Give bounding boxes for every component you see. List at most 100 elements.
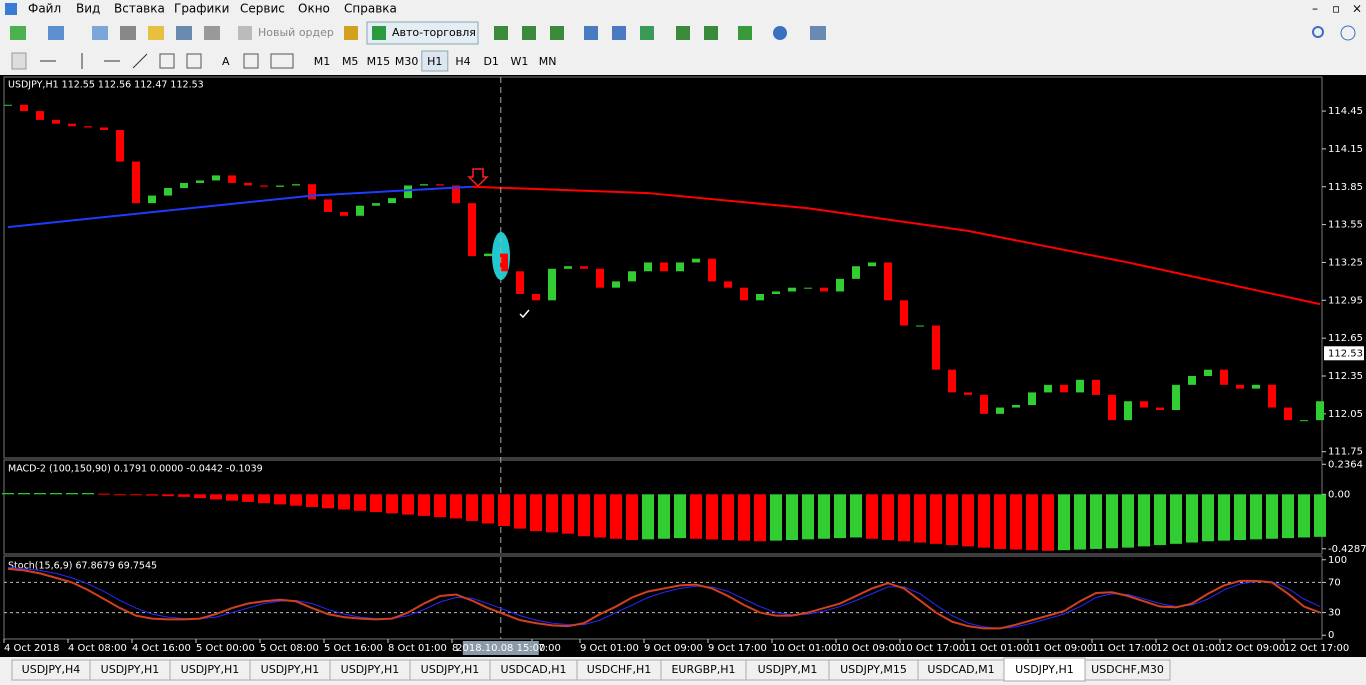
tab-label[interactable]: USDCHF,H1 [587, 663, 652, 676]
candle [100, 127, 108, 130]
candle [804, 287, 812, 289]
candle [292, 184, 300, 186]
icon[interactable] [10, 26, 26, 40]
menu-item[interactable]: Графики [174, 2, 229, 16]
tab-label[interactable]: USDJPY,M15 [840, 663, 907, 676]
candle [276, 185, 284, 187]
label-tool[interactable] [243, 53, 259, 69]
timeframe-button[interactable]: M1 [314, 55, 331, 68]
candle [1140, 401, 1148, 408]
tab-label[interactable]: USDJPY,H4 [22, 663, 81, 676]
y-tick-label: 30 [1328, 608, 1341, 619]
histogram-bar [1042, 494, 1054, 551]
tab-label[interactable]: USDCAD,M1 [927, 663, 994, 676]
histogram-bar [466, 494, 478, 521]
x-tick-label: 11 Oct 09:00 [1028, 643, 1093, 654]
histogram-bar [850, 494, 862, 538]
histogram-bar [482, 494, 494, 524]
close-check [519, 309, 530, 319]
candle [4, 104, 12, 106]
histogram-bar [1298, 494, 1310, 538]
chat-icon[interactable] [1340, 25, 1356, 41]
timeframe-button[interactable]: M30 [395, 55, 419, 68]
histogram-bar [1282, 494, 1294, 539]
icon[interactable] [612, 26, 626, 40]
new-order-button[interactable]: Новый ордер [258, 26, 334, 39]
icon[interactable] [344, 26, 358, 40]
icon[interactable] [676, 26, 690, 40]
text-tool[interactable]: A [222, 55, 230, 68]
main-panel [3, 76, 1323, 459]
timeframe-button[interactable]: H1 [427, 55, 442, 68]
icon[interactable] [522, 26, 536, 40]
icon[interactable] [48, 26, 64, 40]
tab-label[interactable]: USDJPY,H1 [101, 663, 160, 676]
x-tick-label: 9 Oct 01:00 [580, 643, 639, 654]
tab-label[interactable]: USDCHF,M30 [1091, 663, 1164, 676]
candle [436, 184, 444, 186]
icon[interactable] [773, 26, 787, 40]
y-tick-label: 114.45 [1328, 106, 1363, 117]
histogram-bar [274, 494, 286, 505]
menu-item[interactable]: Вид [76, 2, 100, 16]
menu-bar [0, 0, 1366, 18]
tab-label[interactable]: USDJPY,H1 [421, 663, 480, 676]
shapes-tool[interactable] [270, 53, 294, 69]
histogram-bar [130, 494, 142, 496]
icon[interactable] [810, 26, 826, 40]
fibo-tool[interactable] [186, 53, 202, 69]
tab-label[interactable]: EURGBP,H1 [671, 663, 735, 676]
timeframe-button[interactable]: MN [539, 55, 557, 68]
candle [148, 195, 156, 204]
timeframe-button[interactable]: M15 [367, 55, 391, 68]
icon[interactable] [148, 26, 164, 40]
menu-item[interactable]: Сервис [240, 2, 285, 16]
x-tick-label: 5 Oct 16:00 [324, 643, 383, 654]
auto-trading-label[interactable]: Авто-торговля [392, 26, 476, 39]
icon[interactable] [238, 26, 252, 40]
icon[interactable] [550, 26, 564, 40]
y-tick-label: 114.15 [1328, 144, 1363, 155]
candle [1300, 420, 1308, 422]
icon[interactable] [204, 26, 220, 40]
menu-item[interactable]: Файл [28, 2, 61, 16]
menu-item[interactable]: Справка [344, 2, 397, 16]
channel-tool[interactable] [159, 53, 175, 69]
icon[interactable] [640, 26, 654, 40]
candle [708, 258, 716, 282]
y-tick-label: 0.00 [1328, 489, 1350, 500]
timeframe-button[interactable]: H4 [455, 55, 470, 68]
tab-label[interactable]: USDJPY,H1 [261, 663, 320, 676]
auto-trading-button[interactable] [366, 21, 479, 45]
candle [660, 262, 668, 272]
trendline-tool[interactable] [132, 53, 148, 69]
tab[interactable] [1084, 659, 1171, 681]
candle [788, 287, 796, 292]
window-close[interactable]: × [1352, 2, 1362, 16]
search-icon[interactable] [1312, 26, 1324, 38]
window-restore[interactable]: ▫ [1332, 2, 1340, 16]
tab-label[interactable]: USDJPY,H1 [1015, 663, 1074, 676]
tab-label[interactable]: USDJPY,H1 [341, 663, 400, 676]
timeframe-button[interactable]: M5 [342, 55, 359, 68]
icon[interactable] [584, 26, 598, 40]
icon[interactable] [494, 26, 508, 40]
icon[interactable] [176, 26, 192, 40]
window-minimize[interactable]: – [1312, 2, 1318, 16]
tab-label[interactable]: USDJPY,M1 [758, 663, 818, 676]
icon[interactable] [738, 26, 752, 40]
histogram-bar [1154, 494, 1166, 546]
menu-item[interactable]: Окно [298, 2, 330, 16]
timeframe-button[interactable]: D1 [483, 55, 498, 68]
icon[interactable] [120, 26, 136, 40]
candle [212, 175, 220, 181]
tab-label[interactable]: USDCAD,H1 [501, 663, 567, 676]
icon[interactable] [92, 26, 108, 40]
cursor-tool[interactable] [11, 52, 27, 70]
x-tick-label: 5 Oct 00:00 [196, 643, 255, 654]
tab-label[interactable]: USDJPY,H1 [181, 663, 240, 676]
timeframe-active[interactable] [421, 50, 449, 72]
menu-item[interactable]: Вставка [114, 2, 165, 16]
icon[interactable] [704, 26, 718, 40]
timeframe-button[interactable]: W1 [510, 55, 528, 68]
